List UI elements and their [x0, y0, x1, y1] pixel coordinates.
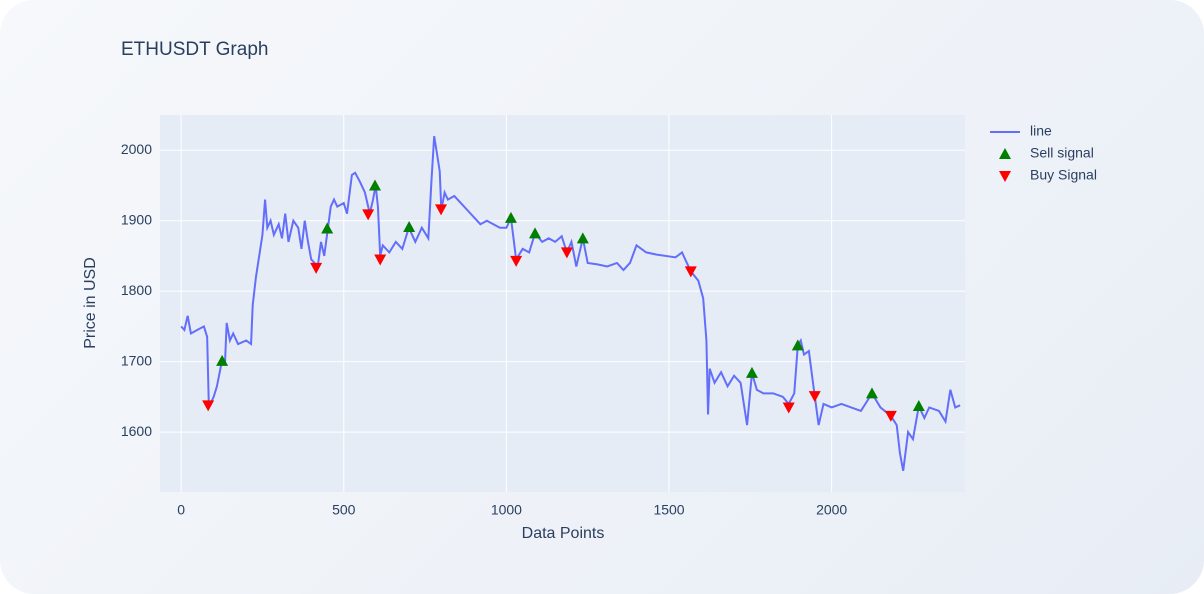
y-tick-label: 2000: [121, 141, 152, 157]
signal-marker: [865, 387, 878, 399]
legend-swatch: [999, 171, 1011, 182]
signal-marker: [374, 254, 387, 266]
signal-marker: [362, 209, 375, 221]
signal-marker: [782, 402, 795, 414]
legend-label: Buy Signal: [1030, 167, 1097, 183]
signal-marker: [321, 222, 334, 234]
signal-marker: [202, 400, 215, 412]
signal-marker: [510, 255, 523, 267]
signal-marker: [745, 366, 758, 378]
legend-swatch: [999, 148, 1011, 159]
y-tick-label: 1600: [121, 423, 152, 439]
x-axis-label: Data Points: [522, 525, 605, 542]
y-tick-label: 1800: [121, 282, 152, 298]
x-tick-label: 1000: [491, 502, 522, 518]
plot-area: [160, 115, 965, 492]
signal-marker: [216, 354, 229, 366]
signal-marker: [684, 266, 697, 278]
signal-marker: [529, 227, 542, 239]
signal-marker: [560, 247, 573, 259]
legend-label: line: [1030, 123, 1052, 139]
chart-title: ETHUSDT Graph: [121, 39, 268, 60]
signal-marker: [791, 339, 804, 351]
y-axis-label: Price in USD: [82, 257, 99, 349]
x-tick-label: 2000: [816, 502, 847, 518]
signal-marker: [504, 211, 517, 223]
y-tick-label: 1700: [121, 352, 152, 368]
y-tick-label: 1900: [121, 211, 152, 227]
signal-marker: [403, 221, 416, 233]
legend-label: Sell signal: [1030, 145, 1094, 161]
signal-marker: [576, 232, 589, 244]
price-line: [180, 135, 961, 472]
signal-marker: [884, 410, 897, 422]
signal-marker: [808, 391, 821, 403]
x-tick-label: 1500: [653, 502, 684, 518]
signal-marker: [912, 400, 925, 412]
x-tick-label: 500: [332, 502, 356, 518]
signal-marker: [435, 204, 448, 216]
x-tick-label: 0: [177, 502, 185, 518]
signal-marker: [368, 179, 381, 191]
signal-marker: [310, 262, 323, 274]
